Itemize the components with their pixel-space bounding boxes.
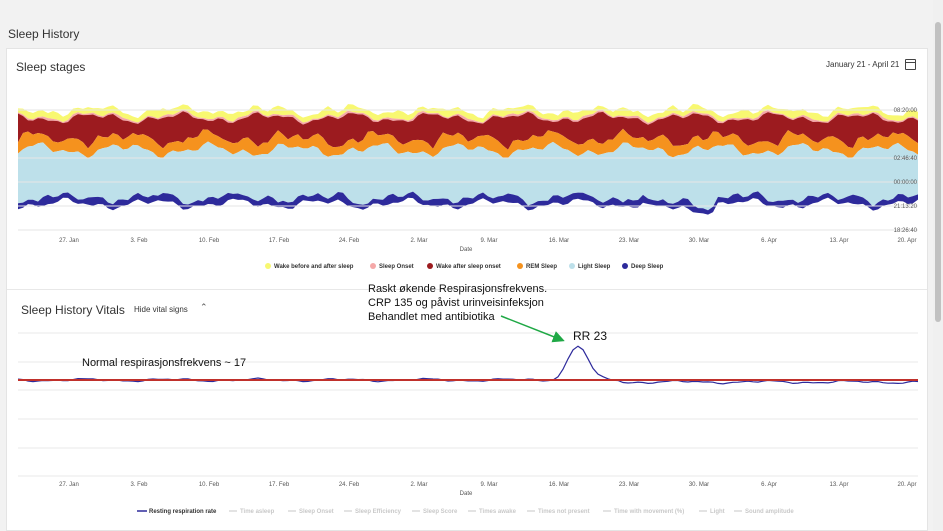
stage-area-wake-before-after <box>18 103 918 124</box>
legend-item-inactive[interactable]: Light <box>710 509 725 515</box>
sleep-stages-title: Sleep stages <box>16 60 86 74</box>
vitals-x-tick: 27. Jan <box>59 482 79 488</box>
annotation-event-line1: Raskt økende Respirasjonsfrekvens. <box>368 283 548 295</box>
legend-item-inactive[interactable]: Sound amplitude <box>745 509 794 515</box>
annotation-peak: RR 23 <box>573 329 608 343</box>
annotation-arrow <box>500 315 565 343</box>
vitals-x-tick: 17. Feb <box>269 482 290 488</box>
stages-x-axis-label: Date <box>460 247 473 253</box>
legend-swatch[interactable] <box>622 263 628 269</box>
legend-item-inactive[interactable]: Times awake <box>479 509 517 515</box>
stages-y-tick: 00:00:00 <box>894 180 918 186</box>
vitals-title: Sleep History Vitals <box>21 303 125 317</box>
stage-area-light-sleep <box>18 141 918 211</box>
legend-item-inactive[interactable]: Time asleep <box>240 509 275 515</box>
stages-y-tick: 18:26:40 <box>894 228 918 234</box>
stages-x-tick: 9. Mar <box>480 238 497 244</box>
annotation-event-line2: CRP 135 og påvist urinveisinfeksjon <box>368 297 544 309</box>
stages-x-tick: 16. Mar <box>549 238 569 244</box>
stages-x-axis: 27. Jan 3. Feb 10. Feb 17. Feb 24. Feb 2. Mar… <box>59 238 916 244</box>
vitals-x-axis: 27. Jan 3. Feb 10. Feb 17. Feb 24. Feb 2. Mar… <box>59 482 916 488</box>
legend-item[interactable]: Wake before and after sleep <box>274 264 354 270</box>
legend-swatch[interactable] <box>517 263 523 269</box>
stages-x-tick: 13. Apr <box>829 238 848 244</box>
stages-y-tick: 08:20:00 <box>894 108 918 114</box>
vitals-x-tick: 9. Mar <box>480 482 497 488</box>
legend-swatch[interactable] <box>265 263 271 269</box>
stages-x-tick: 30. Mar <box>689 238 709 244</box>
legend-item[interactable]: Wake after sleep onset <box>436 264 501 270</box>
legend-item[interactable]: Light Sleep <box>578 264 611 270</box>
vitals-x-tick: 16. Mar <box>549 482 569 488</box>
scrollbar-thumb[interactable] <box>935 22 941 322</box>
vitals-x-axis-label: Date <box>460 491 473 497</box>
vitals-x-tick: 13. Apr <box>829 482 848 488</box>
annotation-event-line3: Behandlet med antibiotika <box>368 311 495 323</box>
legend-item[interactable]: REM Sleep <box>526 264 557 270</box>
legend-item-active[interactable]: Resting respiration rate <box>149 509 217 515</box>
stages-y-axis: 08:20:00 02:46:40 00:00:00 21:13:20 18:26:40 <box>894 108 918 234</box>
vitals-x-tick: 30. Mar <box>689 482 709 488</box>
section-divider <box>7 289 927 290</box>
page-title: Sleep History <box>8 27 80 41</box>
stages-x-tick: 6. Apr <box>761 238 777 244</box>
date-range-picker[interactable]: January 21 - April 21 <box>826 60 900 69</box>
annotation-normal-rate: Normal respirasjonsfrekvens ~ 17 <box>82 357 247 369</box>
stages-y-tick: 21:13:20 <box>894 204 918 210</box>
stages-x-tick: 17. Feb <box>269 238 290 244</box>
stages-x-tick: 24. Feb <box>339 238 360 244</box>
vitals-x-tick: 23. Mar <box>619 482 639 488</box>
vitals-gridlines <box>18 332 918 477</box>
calendar-icon[interactable] <box>905 59 916 70</box>
chevron-up-icon[interactable]: ⌃ <box>200 302 208 312</box>
legend-item-inactive[interactable]: Times not present <box>538 509 590 515</box>
legend-item-inactive[interactable]: Time with movement (%) <box>614 509 684 515</box>
legend-swatch[interactable] <box>569 263 575 269</box>
stages-y-tick: 02:46:40 <box>894 156 918 162</box>
stages-x-tick: 3. Feb <box>130 238 148 244</box>
stages-legend: Wake before and after sleep Sleep Onset Wa… <box>265 263 664 270</box>
legend-item-inactive[interactable]: Sleep Score <box>423 509 458 515</box>
stages-x-tick: 20. Apr <box>897 238 916 244</box>
vitals-x-tick: 2. Mar <box>410 482 427 488</box>
vitals-x-tick: 24. Feb <box>339 482 360 488</box>
vitals-x-tick: 10. Feb <box>199 482 220 488</box>
stages-x-tick: 27. Jan <box>59 238 79 244</box>
sleep-stages-plot <box>18 103 918 215</box>
stage-area-rem-sleep <box>18 128 918 159</box>
stage-area-deep-sleep <box>18 191 918 215</box>
legend-item[interactable]: Deep Sleep <box>631 264 664 270</box>
stages-gridlines <box>18 109 918 231</box>
legend-item[interactable]: Sleep Onset <box>379 264 414 270</box>
vitals-legend: Resting respiration rate Time asleep Sleep… <box>137 509 794 515</box>
stage-area-wake-after-onset <box>18 111 918 150</box>
stages-x-tick: 23. Mar <box>619 238 639 244</box>
vitals-x-tick: 20. Apr <box>897 482 916 488</box>
legend-item-inactive[interactable]: Sleep Onset <box>299 509 334 515</box>
legend-item-inactive[interactable]: Sleep Efficiency <box>355 509 402 515</box>
hide-vital-signs-toggle[interactable]: Hide vital signs <box>134 305 188 314</box>
stages-x-tick: 2. Mar <box>410 238 427 244</box>
stages-x-tick: 10. Feb <box>199 238 220 244</box>
legend-swatch[interactable] <box>427 263 433 269</box>
vitals-x-tick: 3. Feb <box>130 482 148 488</box>
vitals-x-tick: 6. Apr <box>761 482 777 488</box>
legend-swatch[interactable] <box>370 263 376 269</box>
